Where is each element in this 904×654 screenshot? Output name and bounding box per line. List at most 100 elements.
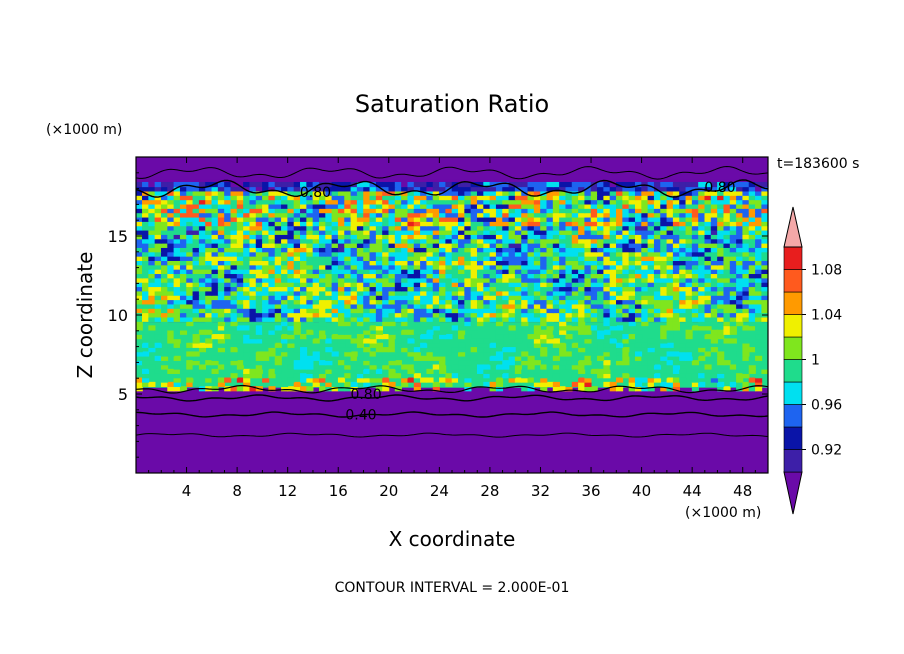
field-cell xyxy=(458,329,466,335)
field-cell xyxy=(502,212,510,218)
field-cell xyxy=(192,181,200,188)
field-cell xyxy=(622,234,630,240)
field-cell xyxy=(186,299,194,305)
field-cell xyxy=(622,212,630,218)
field-cell xyxy=(293,316,301,322)
field-cell xyxy=(300,221,308,227)
field-cell xyxy=(464,316,472,322)
field-cell xyxy=(755,247,763,253)
field-cell xyxy=(527,195,535,201)
field-cell xyxy=(243,307,251,314)
field-cell xyxy=(559,229,567,235)
field-cell xyxy=(521,273,529,279)
field-cell xyxy=(382,216,390,222)
field-cell xyxy=(192,234,200,240)
field-cell xyxy=(685,264,693,270)
field-cell xyxy=(300,294,308,301)
field-cell xyxy=(306,294,314,301)
field-cell xyxy=(578,181,586,188)
field-cell xyxy=(179,251,188,257)
colorbar-bottom-arrow xyxy=(783,471,803,515)
field-cell xyxy=(401,260,409,266)
field-cell xyxy=(679,347,687,353)
field-cell xyxy=(742,255,750,261)
field-cell xyxy=(660,303,668,309)
field-cell xyxy=(495,329,504,335)
field-cell xyxy=(736,264,744,270)
colorbar-box xyxy=(783,269,803,293)
field-cell xyxy=(173,316,181,322)
field-cell xyxy=(236,255,244,261)
field-cell xyxy=(167,338,175,344)
field-cell xyxy=(382,225,390,231)
field-cell xyxy=(685,373,693,379)
field-cell xyxy=(742,260,750,266)
field-cell xyxy=(755,307,763,314)
field-cell xyxy=(224,273,232,279)
field-cell xyxy=(154,303,162,309)
field-cell xyxy=(616,347,624,353)
field-cell xyxy=(685,195,693,201)
field-cell xyxy=(426,316,434,322)
field-cell xyxy=(249,307,257,314)
field-cell xyxy=(344,212,352,218)
field-cell xyxy=(736,229,744,235)
field-cell xyxy=(552,360,560,366)
field-cell xyxy=(382,242,390,248)
field-cell xyxy=(211,208,219,214)
field-cell xyxy=(666,242,674,248)
field-cell xyxy=(742,286,750,292)
field-cell xyxy=(211,299,219,305)
field-cell xyxy=(742,364,750,370)
field-cell xyxy=(262,190,270,196)
field-cell xyxy=(584,277,592,283)
field-cell xyxy=(318,212,327,218)
field-cell xyxy=(407,260,415,266)
field-cell xyxy=(445,281,453,288)
field-cell xyxy=(173,386,181,392)
field-cell xyxy=(350,225,358,231)
field-cell xyxy=(616,212,624,218)
field-cell xyxy=(401,381,409,387)
field-cell xyxy=(540,203,548,209)
field-cell xyxy=(540,181,548,188)
field-cell xyxy=(382,212,390,218)
field-cell xyxy=(464,377,472,383)
field-cell xyxy=(521,321,529,327)
chart-title: Saturation Ratio xyxy=(355,90,549,118)
field-cell xyxy=(192,338,200,344)
field-cell xyxy=(514,242,523,248)
field-cell xyxy=(420,312,428,318)
field-cell xyxy=(407,251,415,257)
field-cell xyxy=(672,368,681,374)
field-cell xyxy=(287,186,295,192)
field-cell xyxy=(464,242,472,248)
field-cell xyxy=(375,321,383,327)
field-cell xyxy=(356,307,365,314)
field-cell xyxy=(672,229,681,235)
field-cell xyxy=(154,221,162,227)
field-cell xyxy=(274,377,282,383)
field-cell xyxy=(148,316,156,322)
field-cell xyxy=(148,299,156,305)
field-cell xyxy=(653,312,662,318)
field-cell xyxy=(375,373,383,379)
field-cell xyxy=(748,221,756,227)
field-cell xyxy=(382,381,390,387)
field-cell xyxy=(281,290,289,296)
field-cell xyxy=(426,307,434,314)
field-cell xyxy=(546,329,554,335)
field-cell xyxy=(167,208,175,214)
field-cell xyxy=(748,255,756,261)
field-cell xyxy=(426,186,434,192)
field-cell xyxy=(647,316,655,322)
field-cell xyxy=(312,234,320,240)
field-cell xyxy=(704,238,712,244)
field-cell xyxy=(243,190,251,196)
field-cell xyxy=(179,329,188,335)
field-cell xyxy=(236,316,244,322)
field-cell xyxy=(325,294,333,301)
field-cell xyxy=(628,216,636,222)
field-cell xyxy=(616,316,624,322)
field-cell xyxy=(641,355,649,361)
